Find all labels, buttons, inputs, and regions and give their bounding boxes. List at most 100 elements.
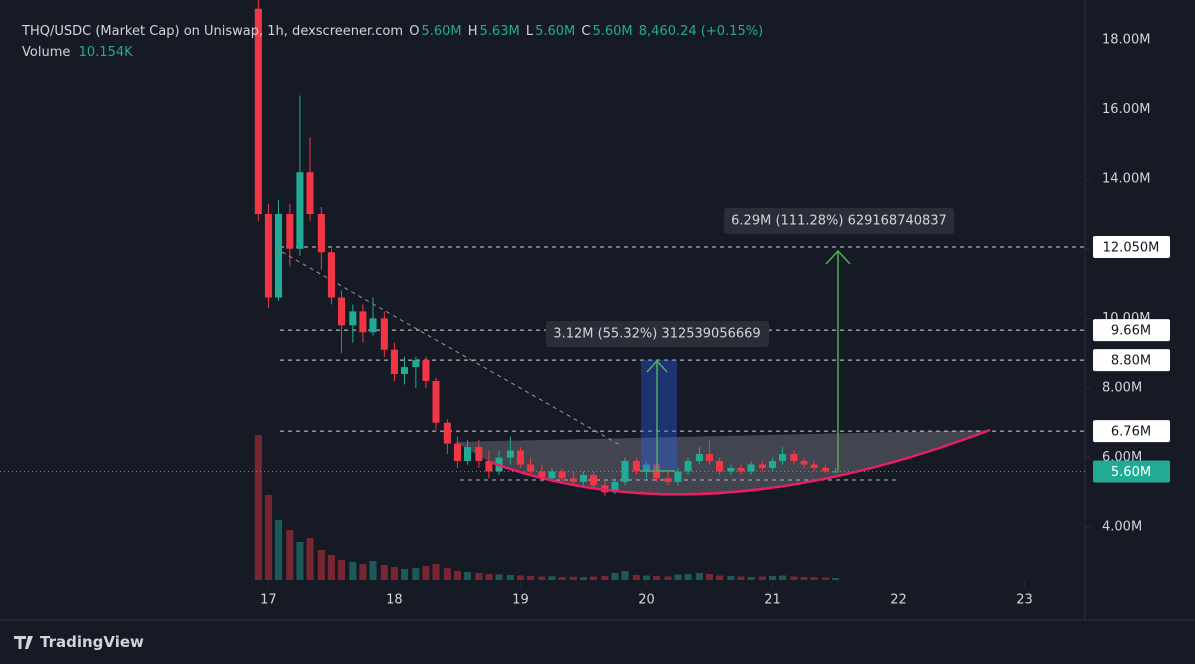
brand: TradingView [40, 633, 144, 651]
candle-body [327, 252, 335, 298]
volume-bar [306, 538, 314, 580]
volume-bar [569, 576, 577, 580]
volume-bar [664, 576, 672, 580]
candle-body [779, 454, 787, 462]
candle-body [790, 454, 798, 462]
volume-bar [443, 568, 451, 580]
candle-body [317, 213, 325, 253]
volume-bar [495, 574, 503, 580]
candle-body [674, 471, 682, 482]
candle-body [443, 422, 451, 444]
candle-body [349, 311, 357, 326]
x-tick-label: 19 [512, 593, 529, 608]
ohlc-key: C [581, 24, 591, 39]
measure-range [641, 360, 677, 471]
volume-bar [264, 495, 272, 580]
y-tick-label: 18.00M [1102, 33, 1150, 48]
volume-bar [611, 573, 619, 580]
candle-body [621, 461, 629, 482]
candle-body [705, 454, 713, 462]
candle-body [758, 464, 766, 468]
y-tick-label: 4.00M [1102, 520, 1142, 535]
volume-bar [632, 575, 640, 580]
volume-bar [758, 576, 766, 580]
change: 8,460.24 (+0.15%) [638, 24, 764, 39]
volume-bar [558, 577, 566, 580]
ohlc-key: H [467, 24, 478, 39]
candle-body [296, 172, 304, 249]
volume-bar [831, 578, 840, 580]
ohlc-value: 5.60M [592, 24, 633, 39]
candle-body [527, 464, 535, 472]
volume-bar [790, 576, 798, 580]
price-label: 5.60M [1111, 465, 1151, 480]
volume-bar [337, 560, 346, 580]
volume-bar [548, 576, 556, 580]
candle-body [558, 471, 566, 479]
y-tick-label: 8.00M [1102, 380, 1142, 395]
volume-bar [642, 575, 650, 580]
candle-body [747, 464, 755, 472]
candle-body [684, 461, 692, 472]
volume-layer [254, 435, 840, 580]
volume-bar [485, 574, 493, 580]
candle-body [390, 349, 398, 375]
volume-bar [821, 577, 829, 580]
volume-bar [800, 577, 808, 580]
measure-box [724, 208, 954, 234]
candles [254, 0, 840, 496]
volume-bar [296, 542, 304, 580]
measure-box [546, 321, 769, 347]
volume-bar [412, 568, 420, 580]
candle-body [569, 478, 577, 482]
candle-body [632, 461, 640, 472]
candle-body [380, 318, 388, 350]
ohlc-value: 5.60M [535, 24, 576, 39]
candle-body [369, 318, 377, 333]
candle-body [453, 443, 461, 462]
candle-body [412, 360, 420, 368]
logo [14, 636, 33, 649]
legend-header: THQ/USDC (Market Cap) on Uniswap, 1h, de… [22, 24, 765, 39]
candle-body [590, 474, 598, 486]
volume-bar [527, 576, 535, 580]
volume-bar [422, 566, 430, 580]
price-label-box [1093, 460, 1170, 483]
volume-bar [621, 571, 629, 580]
volume-bar [538, 576, 546, 580]
candle-body [475, 447, 483, 462]
measure-label: 6.29M (111.28%) 629168740837 [731, 214, 947, 229]
volume-bar [716, 575, 724, 580]
candle-body [254, 8, 262, 214]
volume-bar [506, 575, 514, 580]
volume-bar [349, 562, 357, 580]
volume-bar [432, 564, 440, 580]
candle-body [727, 467, 735, 472]
volume-bar [400, 569, 409, 580]
volume-bar [590, 576, 598, 580]
candle-body [768, 461, 777, 468]
volume-bar [779, 575, 787, 580]
candle-body [337, 297, 346, 326]
volume-bar [695, 573, 703, 580]
volume-bar [705, 574, 713, 580]
candle-body [664, 478, 672, 482]
x-tick-label: 22 [890, 593, 907, 608]
price-label: 12.050M [1103, 241, 1160, 256]
volume-bar [810, 577, 818, 580]
candle-body [579, 474, 587, 482]
volume-bar [380, 565, 388, 580]
volume-bar [747, 577, 755, 580]
volume-bar [286, 530, 294, 580]
candle-body [306, 172, 314, 214]
x-tick-label: 23 [1016, 593, 1033, 608]
volume-bar [327, 555, 335, 580]
candle-body [422, 360, 430, 381]
volume-bar [317, 550, 325, 580]
arrow-head [646, 359, 668, 373]
volume-bar [390, 567, 398, 580]
x-tick-label: 20 [638, 593, 655, 608]
volume-bar [684, 574, 692, 580]
candle-body [359, 311, 367, 333]
